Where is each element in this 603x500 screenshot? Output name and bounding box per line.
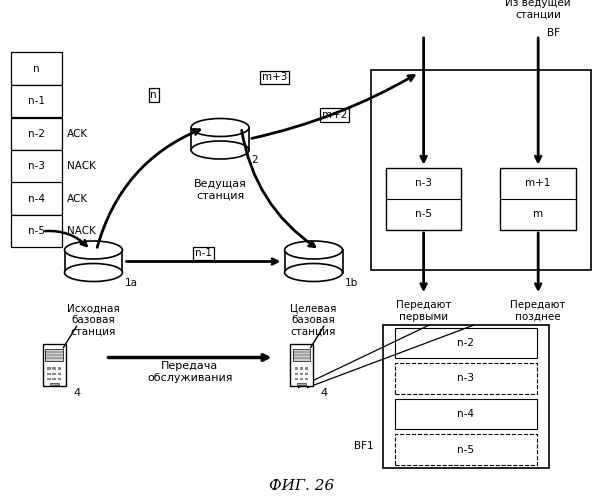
Bar [43, 344, 66, 386]
Bar [297, 383, 306, 386]
Text: Ведущая
станция: Ведущая станция [194, 179, 247, 201]
Text: m+1: m+1 [525, 178, 551, 188]
Text: ФИГ. 26: ФИГ. 26 [269, 478, 334, 492]
Bar [300, 368, 303, 370]
Text: n-5: n-5 [457, 444, 475, 454]
Text: n-4: n-4 [457, 409, 475, 419]
Bar [57, 368, 61, 370]
Text: m+2: m+2 [322, 110, 347, 120]
Text: n-5: n-5 [415, 210, 432, 220]
Text: Из ведущей
станции: Из ведущей станции [505, 0, 571, 20]
Bar [45, 349, 63, 361]
Bar [395, 363, 537, 394]
Text: n-2: n-2 [457, 338, 475, 348]
Polygon shape [191, 128, 249, 150]
Text: n-3: n-3 [457, 374, 475, 384]
Bar [295, 372, 298, 375]
Bar [395, 399, 537, 430]
Bar [305, 372, 308, 375]
Text: 4: 4 [74, 388, 81, 398]
Text: n-1: n-1 [28, 96, 45, 106]
Bar [11, 118, 62, 150]
Bar [305, 378, 308, 380]
Bar [395, 328, 537, 358]
Text: Целевая
базовая
станция: Целевая базовая станция [291, 304, 336, 336]
Text: n-5: n-5 [28, 226, 45, 236]
Text: BF: BF [548, 28, 560, 38]
Bar [300, 378, 303, 380]
Text: NACK: NACK [67, 161, 96, 171]
Bar [305, 368, 308, 370]
Ellipse shape [65, 264, 122, 281]
Polygon shape [65, 250, 122, 272]
Text: NACK: NACK [67, 226, 96, 236]
Ellipse shape [191, 118, 249, 136]
Polygon shape [285, 250, 343, 272]
Bar [295, 378, 298, 380]
Bar [500, 168, 576, 230]
Ellipse shape [285, 241, 343, 259]
Bar [48, 368, 51, 370]
Bar [52, 378, 56, 380]
Bar [49, 383, 59, 386]
Text: ACK: ACK [67, 194, 88, 204]
Text: 1b: 1b [345, 278, 358, 287]
Text: n-2: n-2 [28, 128, 45, 138]
Bar [52, 372, 56, 375]
Ellipse shape [65, 241, 122, 259]
Text: Передача
обслуживания: Передача обслуживания [147, 361, 233, 382]
Ellipse shape [285, 264, 343, 281]
Bar [295, 368, 298, 370]
Bar [371, 70, 591, 270]
Text: n-4: n-4 [28, 194, 45, 204]
Text: n-3: n-3 [415, 178, 432, 188]
Bar [11, 150, 62, 182]
Bar [290, 344, 313, 386]
Text: BF1: BF1 [354, 441, 374, 451]
Text: ACK: ACK [67, 128, 88, 138]
Text: 4: 4 [321, 388, 328, 398]
Bar [383, 325, 549, 468]
Bar [386, 168, 461, 230]
Bar [52, 368, 56, 370]
Bar [11, 52, 62, 85]
Text: m+3: m+3 [262, 72, 287, 83]
Bar [300, 372, 303, 375]
Bar [48, 372, 51, 375]
Bar [48, 378, 51, 380]
Text: n: n [33, 64, 40, 74]
Bar [11, 215, 62, 248]
Bar [11, 182, 62, 215]
Bar [292, 349, 311, 361]
Text: 2: 2 [251, 155, 258, 165]
Bar [57, 378, 61, 380]
Text: Исходная
базовая
станция: Исходная базовая станция [67, 304, 120, 336]
Text: 1a: 1a [125, 278, 138, 287]
Text: Передают
первыми: Передают первыми [396, 300, 451, 322]
Text: n-1: n-1 [195, 248, 212, 258]
Bar [57, 372, 61, 375]
Text: Передают
позднее: Передают позднее [511, 300, 566, 322]
Ellipse shape [191, 141, 249, 159]
Bar [395, 434, 537, 465]
Text: m: m [533, 210, 543, 220]
Bar [11, 85, 62, 117]
Text: n: n [151, 90, 157, 100]
Text: n-3: n-3 [28, 161, 45, 171]
